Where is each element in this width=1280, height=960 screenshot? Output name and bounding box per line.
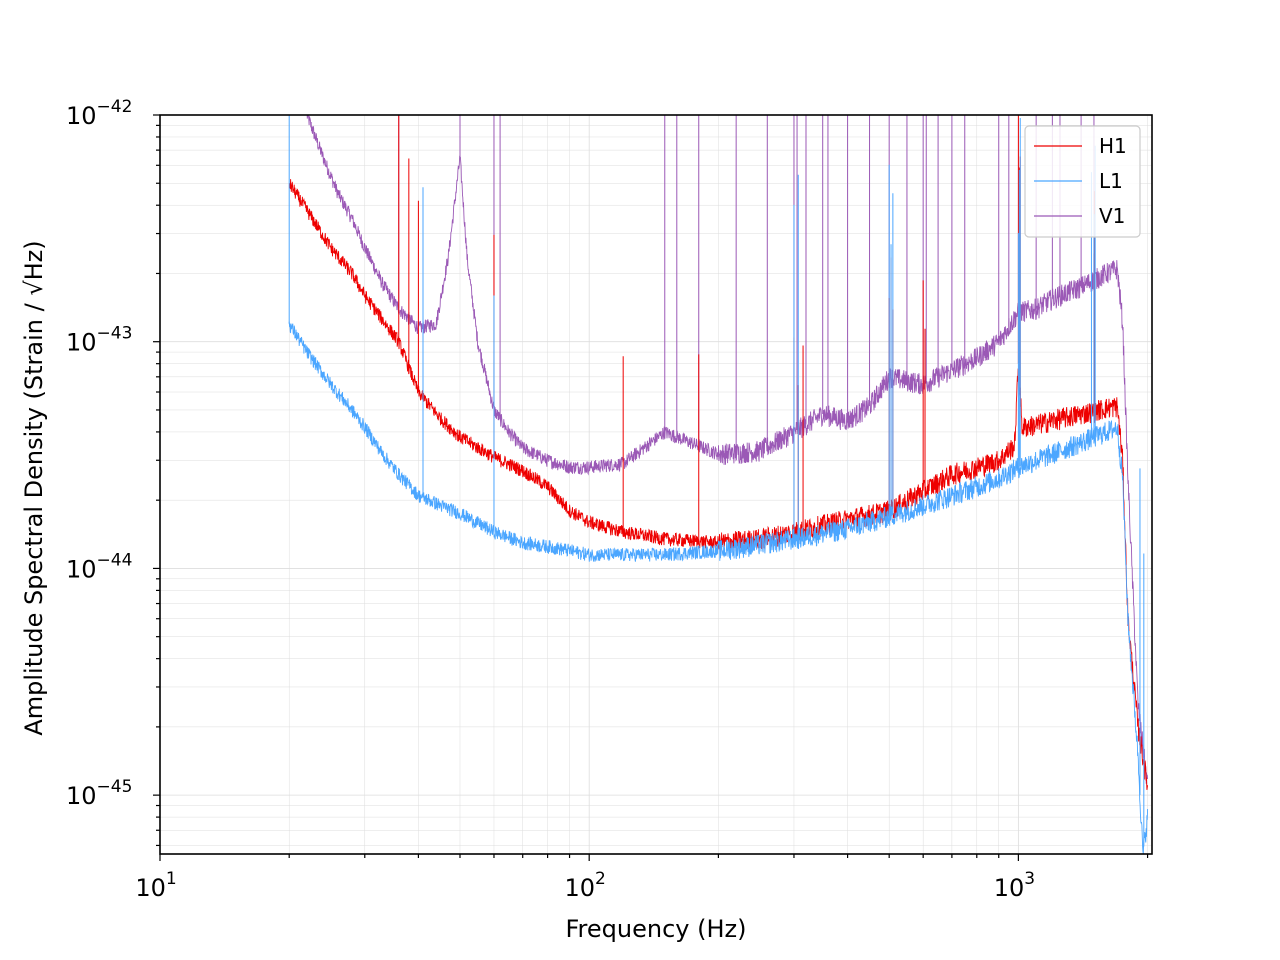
y-axis-label: Amplitude Spectral Density (Strain / √Hz…	[20, 240, 48, 735]
x-axis-label: Frequency (Hz)	[566, 915, 747, 943]
tick-labels: 101 102 103 10−42 10−43 10−44 10−45	[66, 97, 1035, 902]
legend-label-h1: H1	[1099, 134, 1127, 158]
legend-label-v1: V1	[1099, 204, 1125, 228]
y-tick-label: 10−45	[66, 777, 132, 810]
series-line-l1	[288, 321, 1149, 854]
y-tick-label: 10−42	[66, 97, 132, 130]
x-tick-label: 103	[994, 869, 1035, 902]
y-tick-label: 10−44	[66, 550, 132, 583]
legend-box	[1024, 125, 1141, 238]
axis-ticks	[153, 114, 1149, 861]
y-tick-label: 10−43	[66, 324, 132, 357]
x-tick-label: 102	[565, 869, 606, 902]
legend: H1 L1 V1	[1024, 125, 1141, 238]
plot-frame	[159, 114, 1153, 855]
x-tick-label: 101	[135, 869, 176, 902]
series-line-v1	[306, 115, 1149, 784]
legend-label-l1: L1	[1099, 169, 1123, 193]
